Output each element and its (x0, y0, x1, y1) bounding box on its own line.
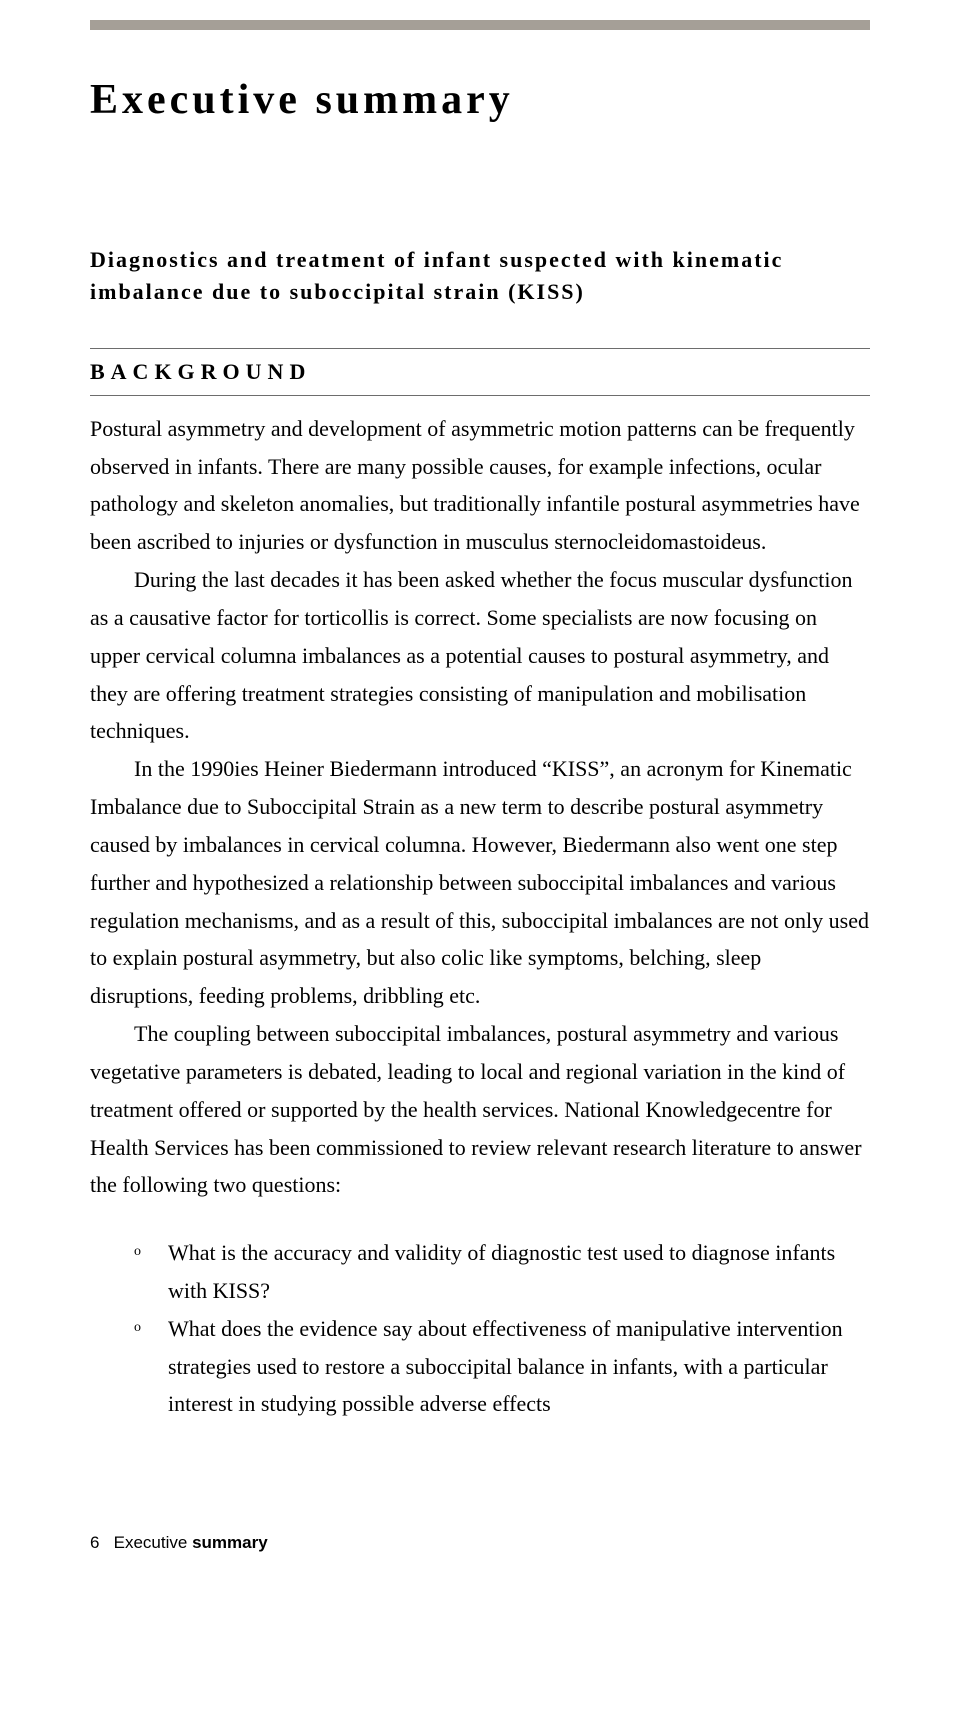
body-text: Postural asymmetry and development of as… (90, 410, 870, 1204)
page-footer: 6 Executive summary (90, 1533, 870, 1563)
subtitle: Diagnostics and treatment of infant susp… (90, 244, 870, 308)
top-rule (90, 20, 870, 30)
page: Executive summary Diagnostics and treatm… (0, 20, 960, 1563)
paragraph-2: During the last decades it has been aske… (90, 561, 870, 750)
question-1: What is the accuracy and validity of dia… (134, 1234, 870, 1310)
footer-label-bold: summary (192, 1533, 268, 1552)
question-list: What is the accuracy and validity of dia… (90, 1234, 870, 1423)
footer-label-plain: Executive (114, 1533, 192, 1552)
section-rule-bottom (90, 395, 870, 396)
paragraph-3: In the 1990ies Heiner Biedermann introdu… (90, 750, 870, 1015)
main-title: Executive summary (90, 76, 870, 124)
section-heading-background: BACKGROUND (90, 349, 870, 395)
paragraph-1: Postural asymmetry and development of as… (90, 410, 870, 561)
paragraph-4: The coupling between suboccipital imbala… (90, 1015, 870, 1204)
page-number: 6 (90, 1533, 99, 1552)
question-2: What does the evidence say about effecti… (134, 1310, 870, 1423)
